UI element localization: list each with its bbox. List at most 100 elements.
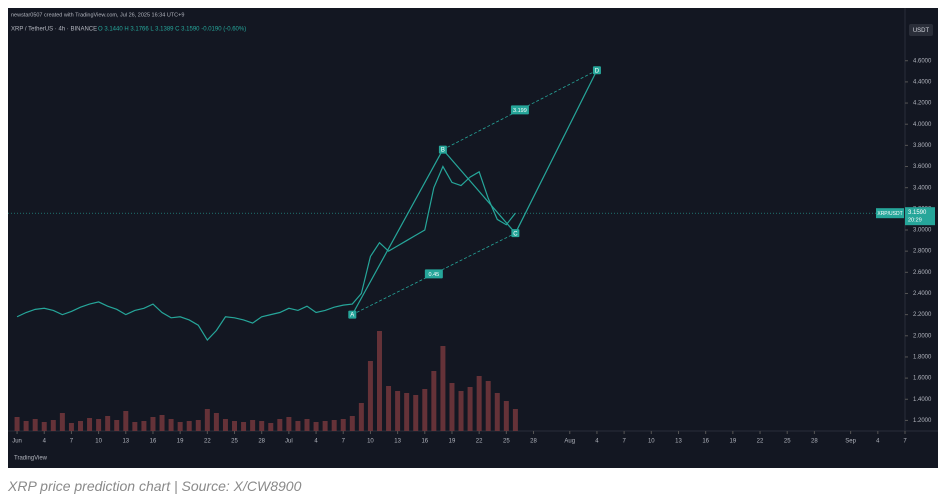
- point-label: D: [595, 68, 600, 74]
- y-tick-label: 2.0000: [913, 333, 932, 339]
- x-tick-label: 28: [811, 439, 818, 445]
- y-tick-label: 3.4000: [913, 185, 932, 191]
- chart-bg: [8, 8, 938, 468]
- x-tick-label: 22: [204, 439, 211, 445]
- volume-bar: [304, 419, 310, 431]
- volume-bar: [467, 387, 473, 431]
- y-tick-label: 4.0000: [913, 122, 932, 128]
- volume-bar: [250, 420, 256, 431]
- y-unit: USDT: [913, 28, 930, 34]
- chart: newstar0507 created with TradingView.com…: [8, 8, 938, 468]
- volume-bar: [241, 422, 247, 431]
- volume-bar: [114, 420, 120, 431]
- volume-bar: [449, 383, 455, 431]
- unit-box: [909, 24, 933, 36]
- caption: XRP price prediction chart | Source: X/C…: [8, 478, 302, 494]
- x-tick-label: 13: [394, 439, 401, 445]
- volume-bar: [349, 416, 355, 431]
- x-tick-label: 16: [702, 439, 709, 445]
- x-tick-label: Jun: [12, 439, 22, 445]
- ohlc: O 3.1440 H 3.1766 L 3.1389 C 3.1590 -0.0…: [98, 27, 246, 33]
- x-tick-label: 4: [595, 439, 599, 445]
- ratio-box: [510, 105, 529, 115]
- x-tick-label: 4: [314, 439, 318, 445]
- price-label: 3.1590: [908, 210, 927, 216]
- price-name-box: [876, 208, 904, 219]
- volume-bar: [395, 391, 401, 431]
- volume-bar: [123, 411, 129, 431]
- x-tick-label: 19: [177, 439, 184, 445]
- credit: newstar0507 created with TradingView.com…: [11, 12, 184, 18]
- y-tick-label: 2.6000: [913, 270, 932, 276]
- volume-bar: [177, 422, 183, 431]
- volume-bar: [222, 419, 228, 431]
- point-box: [592, 66, 601, 75]
- y-tick-label: 4.4000: [913, 79, 932, 85]
- ratio-box: [424, 269, 443, 279]
- symbol: XRP / TetherUS · 4h · BINANCE: [11, 27, 97, 33]
- x-tick-label: 7: [70, 439, 74, 445]
- volume-bar: [503, 401, 509, 431]
- y-tick-label: 3.6000: [913, 164, 932, 170]
- volume-bar: [159, 415, 165, 431]
- ratio-label: 0.45: [428, 272, 439, 278]
- y-tick-label: 4.2000: [913, 101, 932, 107]
- x-tick-label: 22: [757, 439, 764, 445]
- volume-bar: [340, 419, 346, 431]
- x-tick-label: 16: [150, 439, 157, 445]
- price-name: XRP/USDT: [877, 211, 902, 217]
- x-tick-label: 10: [95, 439, 102, 445]
- volume-bar: [14, 417, 20, 431]
- volume-bar: [494, 393, 500, 431]
- volume-bar: [150, 417, 156, 431]
- point-label: A: [350, 313, 354, 319]
- volume-bar: [96, 419, 102, 431]
- point-label: B: [441, 148, 445, 154]
- volume-bar: [213, 413, 219, 431]
- x-tick-label: 25: [231, 439, 238, 445]
- y-tick-label: 3.8000: [913, 143, 932, 149]
- x-tick-label: 7: [342, 439, 346, 445]
- x-tick-label: Jul: [285, 439, 293, 445]
- ratio-label: 3.199: [513, 108, 527, 114]
- volume-bar: [376, 331, 382, 431]
- logo: TradingView: [14, 456, 48, 462]
- x-tick-label: 25: [784, 439, 791, 445]
- x-tick-label: 7: [622, 439, 626, 445]
- x-tick-label: 19: [449, 439, 456, 445]
- volume-bar: [413, 395, 419, 431]
- volume-bar: [50, 420, 56, 431]
- volume-bar: [367, 361, 373, 431]
- x-tick-label: Sep: [845, 439, 856, 445]
- x-tick-label: 16: [421, 439, 428, 445]
- volume-bar: [331, 420, 337, 431]
- price-line: [16, 165, 516, 342]
- pattern-line: [514, 69, 598, 234]
- volume-bar: [422, 389, 428, 431]
- volume-bar: [431, 371, 437, 431]
- volume-bar: [41, 422, 47, 431]
- y-tick-label: 1.4000: [913, 397, 932, 403]
- volume-bar: [59, 413, 65, 431]
- point-box: [438, 145, 447, 154]
- volume-bar: [458, 391, 464, 431]
- volume-bar: [512, 409, 518, 431]
- volume-bar: [268, 423, 274, 431]
- x-tick-label: 28: [258, 439, 265, 445]
- y-tick-label: 1.2000: [913, 418, 932, 424]
- x-tick-label: 4: [876, 439, 880, 445]
- volume-bar: [23, 421, 29, 431]
- y-tick-label: 3.0000: [913, 228, 932, 234]
- x-tick-label: 7: [903, 439, 907, 445]
- volume-bar: [168, 419, 174, 431]
- y-tick-label: 1.8000: [913, 355, 932, 361]
- volume-bar: [186, 421, 192, 431]
- pattern-line: [442, 149, 516, 234]
- x-tick-label: 10: [648, 439, 655, 445]
- point-box: [511, 229, 520, 238]
- x-tick-label: 28: [530, 439, 537, 445]
- volume-bar: [68, 423, 74, 431]
- x-tick-label: 10: [367, 439, 374, 445]
- volume-bar: [386, 386, 392, 431]
